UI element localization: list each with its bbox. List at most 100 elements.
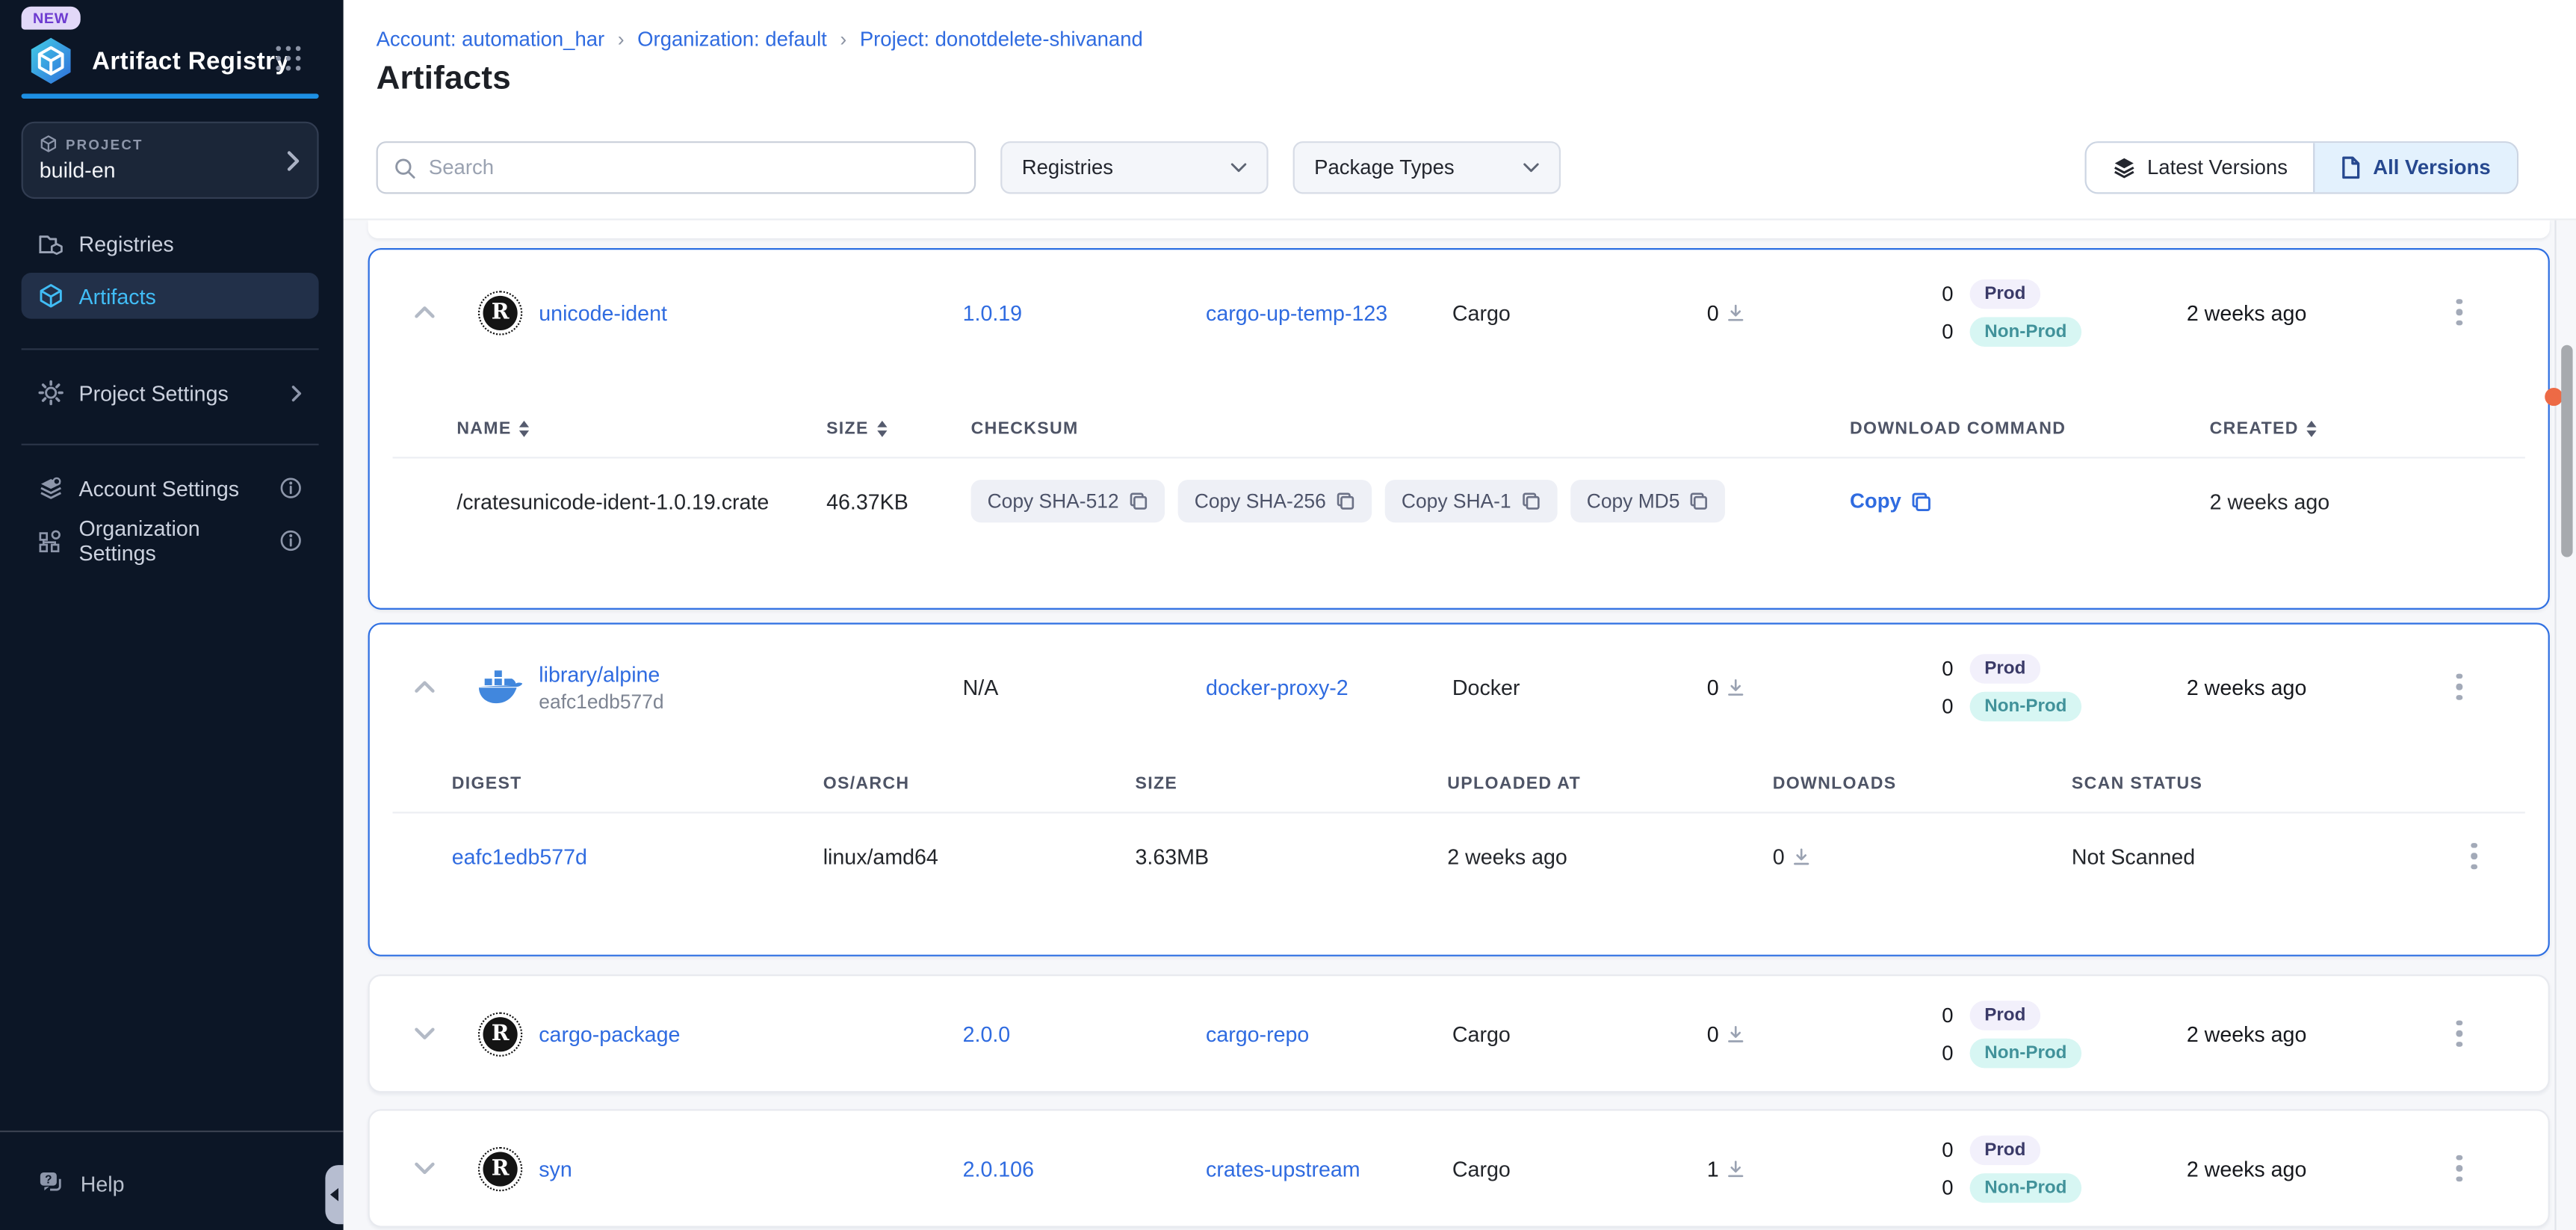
sidebar-collapse-handle[interactable] xyxy=(325,1165,343,1224)
app-grid-icon[interactable] xyxy=(276,46,300,71)
digest-link[interactable]: eafc1edb577d xyxy=(452,844,587,868)
copy-sha256-button[interactable]: Copy SHA-256 xyxy=(1178,480,1372,522)
prod-badge: Prod xyxy=(1969,1000,2040,1030)
sort-icon[interactable] xyxy=(877,421,887,437)
info-icon[interactable] xyxy=(279,477,303,500)
package-types-dropdown[interactable]: Package Types xyxy=(1293,141,1561,194)
nonprod-count: 0 xyxy=(1942,694,1953,717)
artifact-card-unicode-ident: R unicode-ident 1.0.19 cargo-up-temp-123… xyxy=(368,248,2550,610)
column-header-size: SIZE xyxy=(826,419,869,439)
info-icon[interactable] xyxy=(279,529,303,552)
package-type: Docker xyxy=(1437,675,1668,699)
version-link[interactable]: 2.0.106 xyxy=(963,1156,1034,1181)
download-icon xyxy=(1727,678,1745,696)
registry-link[interactable]: cargo-repo xyxy=(1206,1022,1309,1046)
partially-scrolled-row xyxy=(368,220,2550,238)
artifact-row: library/alpine eafc1edb577d N/A docker-p… xyxy=(370,644,2548,729)
copy-icon xyxy=(1690,491,1709,510)
sort-icon[interactable] xyxy=(2307,421,2317,437)
organization-settings-icon xyxy=(38,528,64,554)
artifact-name-link[interactable]: cargo-package xyxy=(539,1022,680,1046)
artifact-card-library-alpine: library/alpine eafc1edb577d N/A docker-p… xyxy=(368,622,2550,956)
svg-text:?: ? xyxy=(45,1173,52,1186)
registries-dropdown[interactable]: Registries xyxy=(1000,141,1268,194)
copy-md5-button[interactable]: Copy MD5 xyxy=(1570,480,1726,522)
uploaded-at: 2 weeks ago xyxy=(1447,844,1772,868)
collapse-toggle[interactable] xyxy=(370,306,478,319)
artifact-row: R cargo-package 2.0.0 cargo-repo Cargo 0… xyxy=(370,991,2548,1076)
row-menu-kebab[interactable] xyxy=(2465,836,2483,877)
project-selector[interactable]: PROJECT build-en xyxy=(22,122,319,199)
breadcrumb-org-link[interactable]: Organization: default xyxy=(637,28,827,51)
downloads-count: 0 xyxy=(1707,300,1719,324)
column-header-uploaded-at: UPLOADED AT xyxy=(1447,774,1772,794)
filter-bar: Registries Package Types xyxy=(377,141,2518,194)
version-text: N/A xyxy=(922,675,1192,699)
sidebar-item-registries[interactable]: Registries xyxy=(22,220,319,267)
breadcrumb-account-link[interactable]: Account: automation_har xyxy=(377,28,605,51)
nonprod-count: 0 xyxy=(1942,1041,1953,1064)
sidebar-item-label: Organization Settings xyxy=(79,516,264,565)
expand-toggle[interactable] xyxy=(370,1027,478,1040)
copy-icon xyxy=(1129,491,1148,510)
prod-count: 0 xyxy=(1942,1003,1953,1026)
cargo-rust-icon: R xyxy=(478,1011,522,1055)
copy-sha512-button[interactable]: Copy SHA-512 xyxy=(971,480,1165,522)
all-versions-label: All Versions xyxy=(2373,156,2490,179)
copy-icon xyxy=(1336,491,1355,510)
versions-toggle: Latest Versions All Versions xyxy=(2084,141,2518,194)
column-header-download-command: DOWNLOAD COMMAND xyxy=(1850,419,2066,439)
docker-whale-icon xyxy=(478,670,522,704)
breadcrumb-separator: › xyxy=(840,28,846,51)
copy-download-command-link[interactable]: Copy xyxy=(1850,489,2210,513)
version-link[interactable]: 1.0.19 xyxy=(963,300,1023,324)
page-header: Account: automation_har › Organization: … xyxy=(344,0,2576,220)
orange-scroll-marker xyxy=(2545,388,2563,406)
copy-sha1-button[interactable]: Copy SHA-1 xyxy=(1385,480,1557,522)
layers-icon xyxy=(2113,156,2136,179)
latest-versions-label: Latest Versions xyxy=(2147,156,2288,179)
sidebar-item-label: Registries xyxy=(79,231,174,256)
sidebar-item-project-settings[interactable]: Project Settings xyxy=(22,370,319,416)
file-created: 2 weeks ago xyxy=(2210,489,2548,513)
vertical-scrollbar-thumb[interactable] xyxy=(2560,345,2572,557)
breadcrumb-project-link[interactable]: Project: donotdelete-shivanand xyxy=(860,28,1143,51)
artifact-name-link[interactable]: syn xyxy=(539,1156,572,1181)
artifact-name-link[interactable]: library/alpine xyxy=(539,661,663,686)
version-link[interactable]: 2.0.0 xyxy=(963,1022,1011,1046)
account-settings-icon xyxy=(38,475,64,501)
row-menu-kebab[interactable] xyxy=(2450,292,2468,333)
sidebar-item-organization-settings[interactable]: Organization Settings xyxy=(22,518,319,564)
manifest-row: eafc1edb577d linux/amd64 3.63MB 2 weeks … xyxy=(370,813,2548,898)
chevron-down-icon xyxy=(1523,163,1539,173)
latest-versions-button[interactable]: Latest Versions xyxy=(2087,143,2314,192)
row-menu-kebab[interactable] xyxy=(2450,1149,2468,1189)
registry-link[interactable]: docker-proxy-2 xyxy=(1206,675,1349,699)
breadcrumb-separator: › xyxy=(618,28,625,51)
expand-toggle[interactable] xyxy=(370,1162,478,1175)
file-name: /cratesunicode-ident-1.0.19.crate xyxy=(456,489,826,513)
search-icon xyxy=(394,157,416,179)
sort-icon[interactable] xyxy=(520,421,530,437)
help-button[interactable]: ? Help xyxy=(38,1170,125,1196)
chevron-right-icon xyxy=(291,383,302,401)
column-header-os-arch: OS/ARCH xyxy=(823,774,1136,794)
artifact-digest: eafc1edb577d xyxy=(539,689,663,712)
nonprod-count: 0 xyxy=(1942,320,1953,343)
registry-link[interactable]: cargo-up-temp-123 xyxy=(1206,300,1387,324)
download-icon xyxy=(1727,303,1745,321)
nonprod-badge: Non-Prod xyxy=(1969,316,2081,346)
search-input[interactable] xyxy=(429,156,958,179)
scrollbar-gutter-divider xyxy=(2554,132,2556,1230)
registry-link[interactable]: crates-upstream xyxy=(1206,1156,1360,1181)
column-header-created: CREATED xyxy=(2210,419,2299,439)
collapse-toggle[interactable] xyxy=(370,680,478,693)
artifact-list: R unicode-ident 1.0.19 cargo-up-temp-123… xyxy=(344,220,2576,1230)
sidebar-item-artifacts[interactable]: Artifacts xyxy=(22,273,319,319)
row-menu-kebab[interactable] xyxy=(2450,1013,2468,1054)
row-menu-kebab[interactable] xyxy=(2450,667,2468,707)
artifact-name-link[interactable]: unicode-ident xyxy=(539,300,667,324)
artifacts-cube-icon xyxy=(38,282,64,309)
sidebar-item-account-settings[interactable]: Account Settings xyxy=(22,465,319,511)
all-versions-button[interactable]: All Versions xyxy=(2314,143,2517,192)
